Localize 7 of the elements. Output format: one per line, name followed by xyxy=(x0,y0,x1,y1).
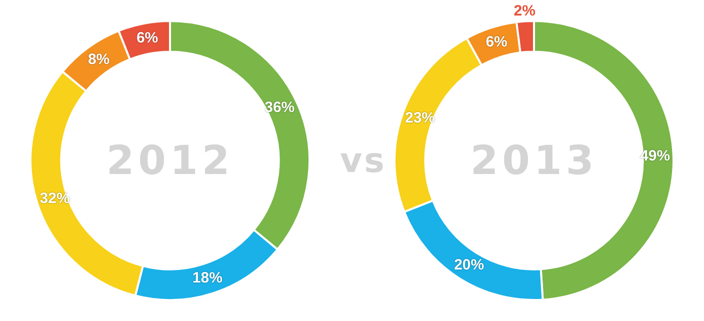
data-label: 20% xyxy=(454,256,484,274)
data-label: 6% xyxy=(136,30,158,47)
data-label: 6% xyxy=(486,34,508,51)
data-label: 36% xyxy=(264,98,295,116)
data-label: 8% xyxy=(88,51,110,68)
data-label: 18% xyxy=(192,270,222,287)
data-label: 2% xyxy=(514,2,536,20)
